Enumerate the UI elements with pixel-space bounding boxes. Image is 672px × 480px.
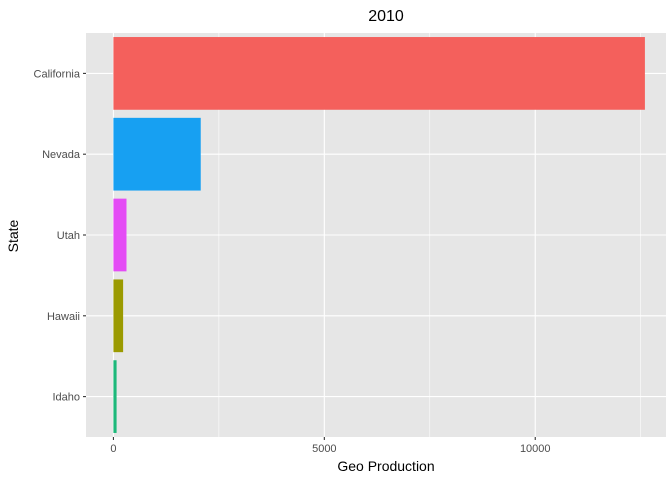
x-axis: 0 5000 10000 [110, 437, 551, 455]
y-axis: Idaho Hawaii Utah Nevada California [34, 68, 86, 404]
y-tick-label: Nevada [42, 149, 81, 161]
bar-utah [113, 198, 127, 272]
x-tick-label: 5000 [312, 443, 336, 455]
bar-california [113, 37, 645, 110]
bars [113, 37, 645, 433]
x-tick-label: 0 [110, 443, 116, 455]
bar-nevada [113, 117, 201, 191]
y-axis-title: State [5, 219, 21, 252]
chart-title: 2010 [368, 8, 404, 25]
y-tick-label: Idaho [52, 392, 80, 404]
y-tick-label: California [34, 68, 81, 80]
x-axis-title: Geo Production [337, 458, 434, 474]
bar-idaho [113, 360, 117, 433]
y-tick-label: Hawaii [47, 311, 80, 323]
y-tick-label: Utah [57, 230, 80, 242]
bar-hawaii [113, 279, 124, 353]
x-tick-label: 10000 [520, 443, 551, 455]
